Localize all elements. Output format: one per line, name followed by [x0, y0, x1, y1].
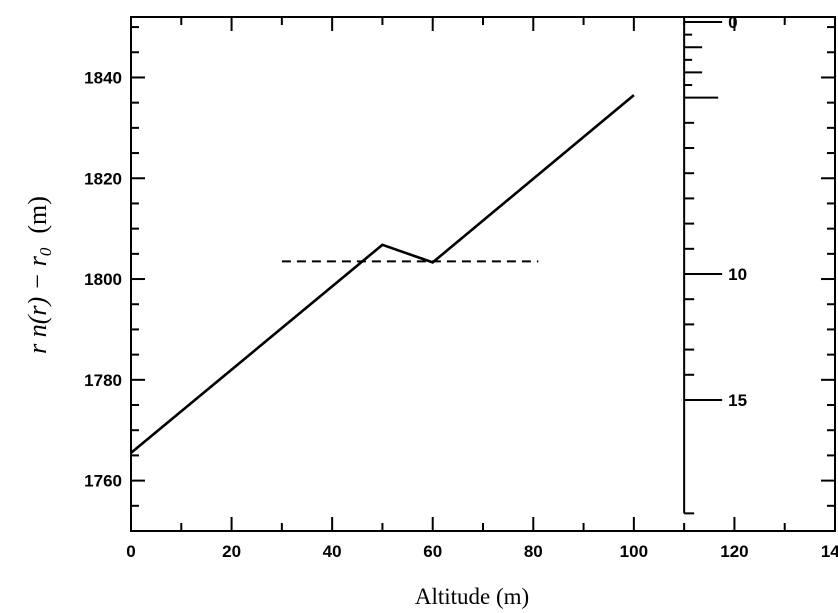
- y-axis-title-unit: (m): [23, 196, 52, 234]
- y-tick-labels: 1760 1780 1800 1820 1840: [84, 68, 122, 490]
- x-tick-label: 20: [222, 542, 241, 561]
- x-tick-label: 140: [821, 542, 838, 561]
- inset-scale: 0 10 15: [683, 13, 747, 515]
- series-line-1: [130, 94, 635, 454]
- plot-frame: [130, 16, 836, 532]
- y-tick-label: 1780: [84, 371, 122, 390]
- x-tick-label: 40: [323, 542, 342, 561]
- y-axis-title: r n(r) − r0 (m): [23, 196, 55, 354]
- inset-label: 10: [728, 265, 747, 284]
- x-axis-title: Altitude (m): [415, 584, 529, 609]
- series-layer: [130, 94, 635, 454]
- x-tick-label: 80: [524, 542, 543, 561]
- x-tick-labels: 0 20 40 60 80 100 120 140: [126, 542, 838, 561]
- y-tick-label: 1760: [84, 472, 122, 491]
- x-tick-label: 60: [423, 542, 442, 561]
- y-axis-title-main: r n(r) − r: [23, 255, 52, 354]
- inset-label: 15: [728, 391, 747, 410]
- x-tick-label: 100: [620, 542, 648, 561]
- svg-text:r n(r) − r0(m): r n(r) − r0 (m): [23, 196, 55, 354]
- y-tick-label: 1840: [84, 68, 122, 87]
- y-tick-label: 1800: [84, 270, 122, 289]
- y-axis-title-subscript: 0: [36, 247, 55, 256]
- axis-ticks: [130, 17, 836, 531]
- inset-label: 0: [728, 13, 737, 32]
- x-tick-label: 120: [720, 542, 748, 561]
- x-tick-label: 0: [126, 542, 135, 561]
- y-tick-label: 1820: [84, 169, 122, 188]
